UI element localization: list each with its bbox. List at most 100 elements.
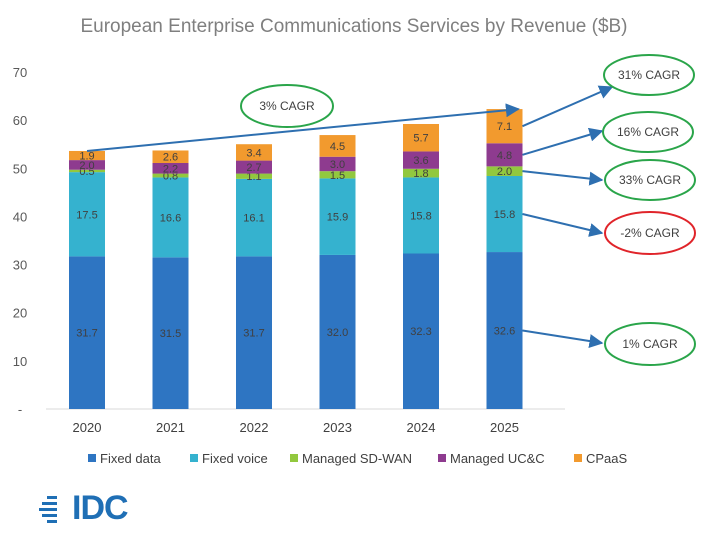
data-label: 4.8	[497, 150, 512, 162]
data-label: 2.7	[246, 162, 261, 174]
cagr-oval	[604, 211, 696, 255]
bar-segment	[69, 150, 105, 161]
cagr-oval	[604, 159, 696, 201]
cagr-annotations: 3% CAGR 31% CAGR 16% CAGR 33% CAGR -2% CAGR 1…	[240, 54, 696, 366]
data-label: 1.1	[246, 171, 261, 183]
cagr-oval	[602, 111, 694, 153]
bar-segment	[69, 256, 105, 409]
x-axis: 2020 2021 2022 2023 2024 2025	[73, 420, 519, 435]
bar-segment	[319, 171, 356, 179]
legend-label: CPaaS	[586, 451, 628, 466]
data-label: 16.6	[160, 212, 181, 224]
cagr-annotation: 3% CAGR	[240, 84, 334, 128]
y-tick-label: 70	[13, 65, 27, 80]
chart-title: European Enterprise Communications Servi…	[80, 16, 627, 37]
bar-segment	[486, 143, 523, 167]
x-tick-label: 2022	[240, 420, 269, 435]
data-label: 15.9	[327, 212, 348, 224]
bar-segment	[486, 252, 523, 409]
data-label: 16.1	[243, 213, 264, 225]
legend-item: Managed UC&C	[438, 451, 545, 466]
bar-segment	[152, 173, 189, 178]
x-tick-label: 2024	[407, 420, 436, 435]
bar-segment	[319, 135, 356, 157]
bar-segment	[236, 144, 272, 161]
x-tick-label: 2020	[73, 420, 102, 435]
cagr-oval	[240, 84, 334, 128]
data-label: 31.7	[76, 328, 97, 340]
bar-segment	[69, 160, 105, 170]
cagr-arrow	[522, 329, 604, 348]
legend-item: Managed SD-WAN	[290, 451, 412, 466]
cagr-arrow	[522, 127, 604, 156]
idc-logo-mark-icon	[39, 496, 57, 523]
data-label: 2.0	[497, 166, 512, 178]
bar-segment	[319, 178, 356, 255]
data-label: 2.2	[163, 163, 178, 175]
cagr-annotation: 1% CAGR	[604, 322, 696, 366]
cagr-arrows	[86, 85, 614, 348]
data-label: 31.5	[160, 328, 181, 340]
cagr-label: 16% CAGR	[617, 125, 679, 139]
cagr-arrow	[522, 213, 604, 237]
data-label: 31.7	[243, 328, 264, 340]
bar-segment	[69, 169, 105, 173]
legend: Fixed data Fixed voice Managed SD-WAN Manag…	[88, 451, 628, 466]
cagr-arrow	[86, 103, 520, 152]
data-label: 15.8	[494, 209, 515, 221]
bar-segment	[403, 168, 439, 178]
bar-segment	[403, 253, 439, 409]
legend-label: Managed SD-WAN	[302, 451, 412, 466]
data-label: 3.4	[246, 147, 261, 159]
legend-label: Managed UC&C	[450, 451, 545, 466]
bars: 31.7 31.5 31.7 32.0 32.3 32.6 17.5 16.6 16.1 15.9…	[69, 109, 523, 409]
idc-logo: IDC	[38, 489, 129, 527]
cagr-label: -2% CAGR	[620, 226, 680, 240]
y-tick-label: 10	[13, 354, 27, 369]
data-label: 1.9	[79, 151, 94, 163]
idc-logo-text: IDC	[72, 489, 129, 527]
cagr-arrow	[522, 85, 614, 128]
y-tick-label: 20	[13, 306, 27, 321]
cagr-label: 1% CAGR	[622, 337, 678, 351]
data-label: 32.6	[494, 326, 515, 338]
legend-label: Fixed data	[100, 451, 161, 466]
data-label: 5.7	[413, 133, 428, 145]
bar-segment	[319, 156, 356, 172]
legend-swatch	[574, 454, 582, 462]
y-tick-label: 30	[13, 258, 27, 273]
cagr-oval	[603, 54, 695, 96]
bar-segment	[69, 172, 105, 257]
bar-segment	[152, 257, 189, 409]
bar-segment	[403, 177, 439, 254]
cagr-label: 31% CAGR	[618, 68, 680, 82]
bar-segment	[152, 162, 189, 174]
y-axis: - 10 20 30 40 50 60 70	[13, 65, 27, 417]
legend-swatch	[438, 454, 446, 462]
cagr-annotation: 33% CAGR	[604, 159, 696, 201]
data-label: 7.1	[497, 121, 512, 133]
y-tick-label: 60	[13, 113, 27, 128]
x-tick-label: 2025	[490, 420, 519, 435]
cagr-annotation: 31% CAGR	[603, 54, 695, 96]
cagr-label: 33% CAGR	[619, 173, 681, 187]
cagr-oval	[604, 322, 696, 366]
bar-segment	[486, 166, 523, 176]
data-label: 1.8	[413, 168, 428, 180]
bar-segment	[236, 256, 272, 409]
legend-item: Fixed voice	[190, 451, 268, 466]
data-label: 15.8	[410, 210, 431, 222]
bar-segment	[152, 177, 189, 258]
y-tick-label: 50	[13, 161, 27, 176]
y-tick-label: -	[18, 402, 22, 417]
data-label: 3.0	[330, 159, 345, 171]
cagr-annotation: 16% CAGR	[602, 111, 694, 153]
data-label: 32.3	[410, 326, 431, 338]
bar-segment	[403, 123, 439, 152]
data-label: 17.5	[76, 209, 97, 221]
bar-segment	[403, 151, 439, 169]
data-label: 2.6	[163, 152, 178, 164]
legend-label: Fixed voice	[202, 451, 268, 466]
cagr-arrow	[522, 170, 604, 186]
